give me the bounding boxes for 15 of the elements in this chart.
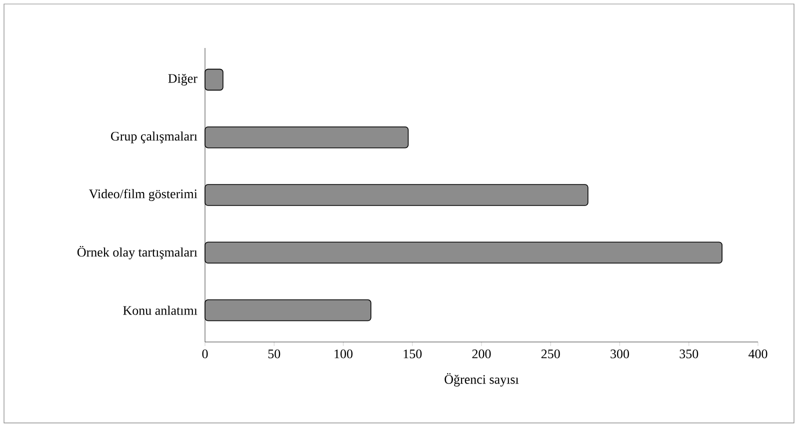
y-tick-label: Örnek olay tartışmaları [77, 246, 198, 260]
x-axis-title: Öğrenci sayısı [444, 373, 519, 386]
x-tick-label: 200 [472, 350, 491, 358]
x-tick-label: 300 [610, 350, 630, 358]
x-tick-label: 350 [680, 350, 698, 358]
x-tick-label: 150 [404, 350, 422, 358]
y-tick-label: Diğer [168, 74, 198, 86]
y-tick-label: Video/film gösterimi [88, 189, 198, 201]
y-tick-label: Grup çalışmaları [111, 131, 198, 144]
y-tick-label: Konu anlatımı [123, 306, 198, 315]
x-tick-label: 250 [541, 350, 560, 358]
x-tick-label: 400 [748, 350, 768, 358]
x-tick-label: 100 [334, 350, 353, 358]
x-tick-label: 50 [268, 350, 280, 358]
x-tick-label: 0 [202, 350, 208, 358]
